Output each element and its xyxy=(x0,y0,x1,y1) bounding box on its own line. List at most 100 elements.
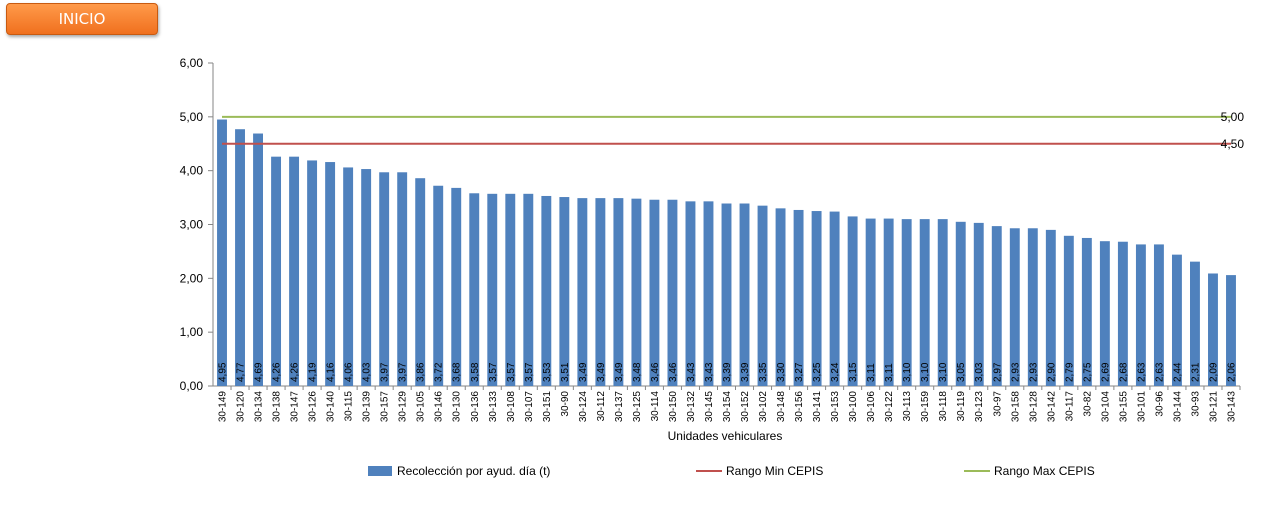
bar-data-label: 3,03 xyxy=(974,362,985,382)
bar xyxy=(775,208,786,386)
bar xyxy=(523,193,534,386)
bar-data-label: 3,53 xyxy=(542,362,553,382)
x-tick-label: 30-124 xyxy=(578,391,589,423)
bar-data-label: 3,11 xyxy=(884,363,895,382)
bar-data-label: 3,24 xyxy=(830,362,841,382)
x-tick-label: 30-134 xyxy=(254,391,265,423)
bar xyxy=(649,199,660,386)
inicio-button[interactable]: INICIO xyxy=(6,3,158,35)
y-tick-label: 4,00 xyxy=(180,164,204,178)
x-tick-label: 30-104 xyxy=(1100,391,1111,423)
x-tick-label: 30-96 xyxy=(1154,391,1165,417)
bar xyxy=(559,197,570,386)
bar-data-label: 3,10 xyxy=(902,362,913,382)
bar-data-label: 2,31 xyxy=(1190,362,1201,382)
bar xyxy=(847,216,858,386)
bar-data-label: 3,57 xyxy=(524,362,535,382)
bar xyxy=(397,172,408,386)
bar-data-label: 3,57 xyxy=(488,362,499,382)
bar xyxy=(235,129,245,386)
bar xyxy=(793,209,804,386)
x-tick-label: 30-141 xyxy=(812,391,823,423)
bar xyxy=(937,219,948,386)
bar xyxy=(1045,229,1056,386)
bar-data-label: 3,35 xyxy=(758,362,769,382)
x-tick-label: 30-140 xyxy=(326,391,337,423)
x-tick-label: 30-137 xyxy=(614,391,625,423)
bar xyxy=(595,198,606,386)
x-tick-label: 30-129 xyxy=(398,391,409,423)
bar-data-label: 3,46 xyxy=(668,362,679,382)
x-tick-label: 30-106 xyxy=(866,391,877,423)
x-axis-title: Unidades vehiculares xyxy=(668,429,783,443)
bar xyxy=(217,119,227,387)
bar xyxy=(1027,228,1038,386)
bar-data-label: 3,10 xyxy=(938,362,949,382)
x-tick-label: 30-123 xyxy=(974,391,985,423)
bar-data-label: 2,09 xyxy=(1208,362,1219,382)
bar-data-label: 2,44 xyxy=(1172,362,1183,382)
bar-data-label: 2,69 xyxy=(1100,362,1111,382)
x-tick-label: 30-108 xyxy=(506,391,517,423)
bar-data-label: 2,97 xyxy=(992,362,1003,382)
x-tick-label: 30-149 xyxy=(218,391,229,423)
x-tick-label: 30-132 xyxy=(686,391,697,423)
x-tick-label: 30-97 xyxy=(992,391,1003,417)
bar xyxy=(991,226,1002,386)
bar xyxy=(1153,244,1164,386)
bar xyxy=(253,133,263,386)
x-tick-label: 30-117 xyxy=(1064,391,1075,422)
x-tick-label: 30-157 xyxy=(380,391,391,423)
x-tick-label: 30-121 xyxy=(1208,391,1219,423)
reference-line-label: 4,50 xyxy=(1221,137,1245,151)
x-tick-label: 30-114 xyxy=(650,391,661,422)
x-tick-label: 30-128 xyxy=(1028,391,1039,423)
bar xyxy=(973,222,984,386)
x-tick-label: 30-138 xyxy=(272,391,283,423)
x-tick-label: 30-152 xyxy=(740,391,751,423)
x-tick-label: 30-93 xyxy=(1190,391,1201,417)
bar xyxy=(667,199,678,386)
bar-data-label: 4,19 xyxy=(308,362,319,382)
bar-data-label: 3,97 xyxy=(398,362,409,382)
bar xyxy=(1063,235,1074,386)
bar-data-label: 3,10 xyxy=(920,362,931,382)
bar xyxy=(757,205,768,386)
bar-data-label: 3,68 xyxy=(452,362,463,382)
bar xyxy=(1009,228,1020,386)
bar xyxy=(1135,244,1146,386)
x-tick-label: 30-159 xyxy=(920,391,931,423)
bar xyxy=(739,203,750,386)
bar-data-label: 3,49 xyxy=(578,362,589,382)
bar xyxy=(811,211,822,386)
bar xyxy=(505,193,516,386)
x-tick-label: 30-136 xyxy=(470,391,481,423)
x-tick-label: 30-113 xyxy=(902,391,913,422)
bar-data-label: 2,06 xyxy=(1226,362,1237,382)
bar-data-label: 3,51 xyxy=(560,362,571,382)
bar-data-label: 3,97 xyxy=(380,362,391,382)
bar-data-label: 3,57 xyxy=(506,362,517,382)
x-tick-label: 30-139 xyxy=(362,391,373,423)
bar-data-label: 4,77 xyxy=(236,362,247,382)
x-tick-label: 30-130 xyxy=(452,391,463,423)
bar-data-label: 3,43 xyxy=(704,362,715,382)
x-tick-label: 30-158 xyxy=(1010,391,1021,423)
bar xyxy=(1117,241,1128,386)
x-tick-label: 30-100 xyxy=(848,391,859,423)
bar-data-label: 4,03 xyxy=(362,362,373,382)
bar xyxy=(919,219,930,386)
bar xyxy=(325,162,336,386)
bar-data-label: 3,43 xyxy=(686,362,697,382)
reference-line-label: 5,00 xyxy=(1221,110,1245,124)
bar-data-label: 2,63 xyxy=(1136,362,1147,382)
bar-data-label: 4,16 xyxy=(326,362,337,382)
bar xyxy=(703,201,714,386)
bar xyxy=(1226,275,1236,386)
bar-data-label: 3,86 xyxy=(416,362,427,382)
y-tick-label: 3,00 xyxy=(180,218,204,232)
bar-data-label: 3,30 xyxy=(776,362,787,382)
bar-data-label: 2,90 xyxy=(1046,362,1057,382)
x-tick-label: 30-150 xyxy=(668,391,679,423)
legend-swatch-recoleccion xyxy=(368,466,392,476)
